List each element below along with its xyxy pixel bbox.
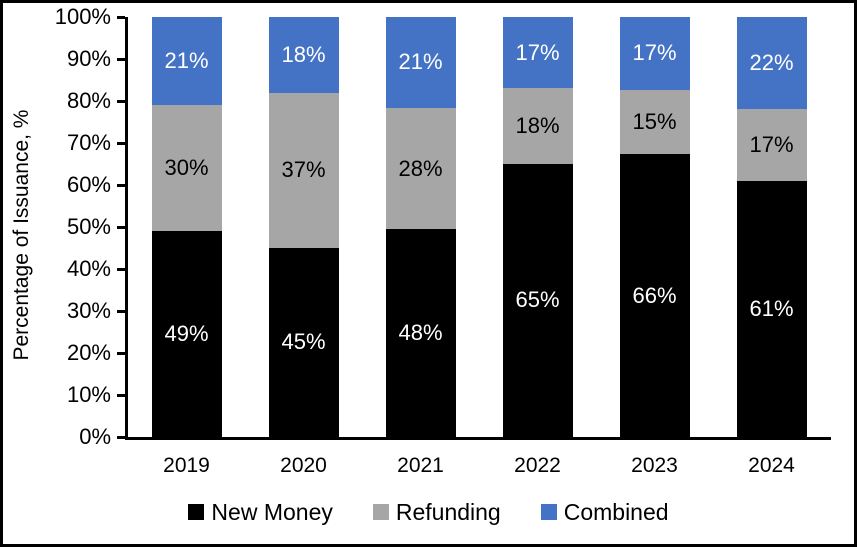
x-axis-label-2021: 2021 [397,454,444,477]
y-axis-tick [117,352,125,355]
stacked-bar-2024: 22% 17% 61% [736,17,807,437]
y-axis-tick-label: 30% [66,298,111,323]
y-axis-tick-label: 10% [66,382,111,407]
bar-data-label: 65% [515,287,560,313]
bar-data-label: 45% [281,329,326,355]
y-axis-tick [117,184,125,187]
legend-label-refunding: Refunding [395,499,501,525]
legend-item-refunding: Refunding [372,498,501,526]
y-axis-tick-label: 20% [66,340,111,365]
y-axis-tick [117,226,125,229]
y-axis-tick-label: 70% [66,130,111,155]
x-axis-label-2019: 2019 [163,454,210,477]
legend-item-combined: Combined [540,498,669,526]
plot-area: 21% 30% 49% 18% 37% 45% 21% 28% 48% 17% 18% 65% 17% 1… [128,17,830,437]
y-axis-tick-label: 0% [79,424,111,449]
y-axis-tick [117,58,125,61]
y-axis-tick [117,394,125,397]
y-axis-tick [117,100,125,103]
stacked-bar-2023: 17% 15% 66% [619,17,690,437]
bar-data-label: 15% [632,108,677,134]
bar-segment-new-money-2024: 61% [736,180,807,437]
bar-segment-combined-2023: 17% [619,17,690,90]
legend-swatch-new-money [188,504,205,520]
y-axis-tick-label: 60% [66,172,111,197]
x-axis-label-2024: 2024 [748,454,795,477]
x-axis-label-2023: 2023 [631,454,678,477]
bar-segment-refunding-2021: 28% [385,107,456,230]
bar-slot-2022: 17% 18% 65% [479,17,596,437]
stacked-bar-2021: 21% 28% 48% [385,17,456,437]
y-axis-tick-label: 100% [54,4,111,29]
legend-item-new-money: New Money [188,498,333,526]
bar-segment-combined-2019: 21% [151,17,222,106]
bar-data-label: 18% [281,41,326,67]
bar-data-label: 17% [515,39,560,65]
bar-data-label: 28% [398,155,443,181]
bar-data-label: 48% [398,320,443,346]
x-axis-label-2022: 2022 [514,454,561,477]
legend-label-combined: Combined [563,499,669,525]
bar-segment-new-money-2020: 45% [268,247,339,437]
bar-data-label: 66% [632,282,677,308]
stacked-bar-2019: 21% 30% 49% [151,17,222,437]
y-axis-tick-label: 80% [66,88,111,113]
x-axis-labels: 2019 2020 2021 2022 2023 2024 [128,453,830,479]
bar-data-label: 37% [281,157,326,183]
bar-segment-combined-2024: 22% [736,17,807,110]
bar-segment-new-money-2023: 66% [619,154,690,437]
bar-data-label: 21% [398,49,443,75]
y-axis-tick [117,142,125,145]
bar-data-label: 21% [164,48,209,74]
y-axis-tick [117,436,125,439]
bar-data-label: 18% [515,113,560,139]
bar-segment-combined-2022: 17% [502,17,573,89]
bar-segment-new-money-2021: 48% [385,229,456,437]
bar-segment-refunding-2024: 17% [736,109,807,181]
bar-data-label: 61% [749,295,794,321]
bar-segment-refunding-2019: 30% [151,105,222,232]
bar-data-label: 22% [749,50,794,76]
y-axis-tick [117,268,125,271]
y-axis-tick [117,16,125,19]
bar-segment-combined-2021: 21% [385,17,456,108]
legend-label-new-money: New Money [211,499,333,525]
bar-segment-combined-2020: 18% [268,17,339,93]
y-axis-tick-label: 50% [66,214,111,239]
bar-segment-refunding-2022: 18% [502,88,573,164]
bar-slot-2020: 18% 37% 45% [245,17,362,437]
stacked-bar-2022: 17% 18% 65% [502,17,573,437]
x-axis-line [125,437,831,440]
bar-slot-2021: 21% 28% 48% [362,17,479,437]
x-axis-label-2020: 2020 [280,454,327,477]
bar-segment-new-money-2022: 65% [502,163,573,437]
legend-swatch-combined [540,504,557,520]
legend-swatch-refunding [372,504,389,520]
bar-data-label: 17% [632,40,677,66]
bar-slot-2019: 21% 30% 49% [128,17,245,437]
bar-segment-refunding-2020: 37% [268,92,339,248]
legend: New Money Refunding Combined [3,498,854,526]
bar-segment-new-money-2019: 49% [151,231,222,437]
bar-data-label: 49% [164,321,209,347]
bar-slot-2024: 22% 17% 61% [713,17,830,437]
y-axis-tick-label: 90% [66,46,111,71]
bar-segment-refunding-2023: 15% [619,89,690,155]
bar-slot-2023: 17% 15% 66% [596,17,713,437]
y-axis-tick-label: 40% [66,256,111,281]
y-axis-tick [117,310,125,313]
bar-data-label: 30% [164,155,209,181]
y-axis-line [125,17,128,440]
bar-data-label: 17% [749,132,794,158]
stacked-bar-2020: 18% 37% 45% [268,17,339,437]
